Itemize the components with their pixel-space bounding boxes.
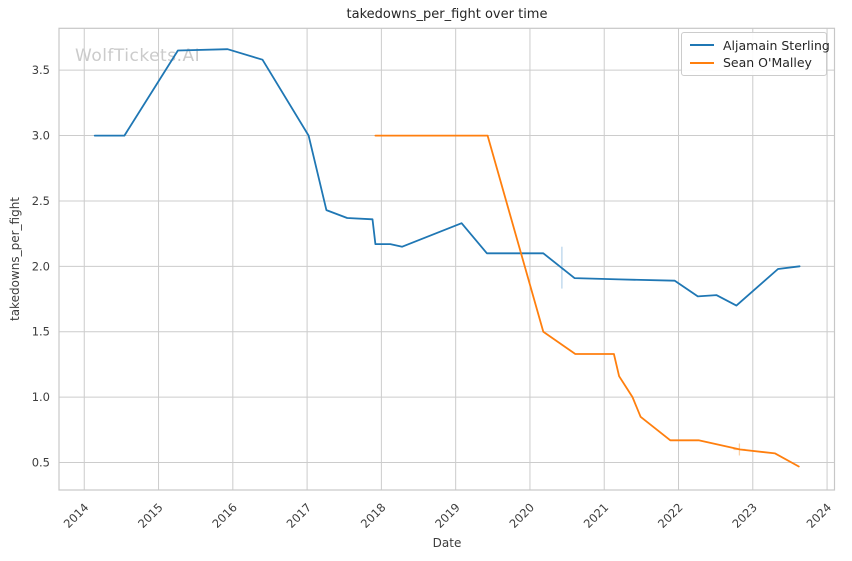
legend: Aljamain Sterling Sean O'Malley: [681, 32, 830, 76]
y-tick-label: 3.5: [32, 63, 50, 77]
legend-item-sean-omalley: Sean O'Malley: [690, 55, 818, 70]
y-tick-label: 2.0: [32, 259, 50, 273]
x-tick-label: 2020: [506, 500, 537, 531]
x-tick-label: 2016: [209, 500, 240, 531]
plot-border: [58, 27, 836, 491]
x-tick-label: 2024: [804, 500, 835, 531]
y-tick-label: 1.0: [32, 390, 50, 404]
y-tick-label: 0.5: [32, 456, 50, 470]
legend-line-swatch-orange: [690, 61, 714, 65]
chart-title: takedowns_per_fight over time: [346, 7, 548, 22]
x-tick-label: 2014: [61, 500, 92, 531]
y-tick-label: 1.5: [32, 325, 50, 339]
series-line-sean-o-malley: [374, 134, 800, 468]
legend-label: Sean O'Malley: [723, 55, 812, 71]
x-tick-label: 2023: [729, 500, 760, 531]
series-line-aljamain-sterling: [93, 48, 801, 307]
y-tick-label: 3.0: [32, 129, 50, 143]
x-tick-label: 2022: [655, 500, 686, 531]
y-tick-label: 2.5: [32, 194, 50, 208]
y-axis-label: takedowns_per_fight: [8, 196, 22, 322]
legend-label: Aljamain Sterling: [723, 37, 830, 53]
x-tick-label: 2019: [432, 500, 463, 531]
x-tick-label: 2017: [284, 500, 315, 531]
x-tick-label: 2015: [135, 500, 166, 531]
watermark-text: WolfTickets.AI: [75, 46, 201, 66]
x-axis-label: Date: [432, 536, 462, 550]
x-tick-label: 2021: [581, 500, 612, 531]
legend-line-swatch-blue: [690, 43, 714, 47]
legend-item-aljamain-sterling: Aljamain Sterling: [690, 38, 830, 53]
x-tick-label: 2018: [358, 500, 389, 531]
